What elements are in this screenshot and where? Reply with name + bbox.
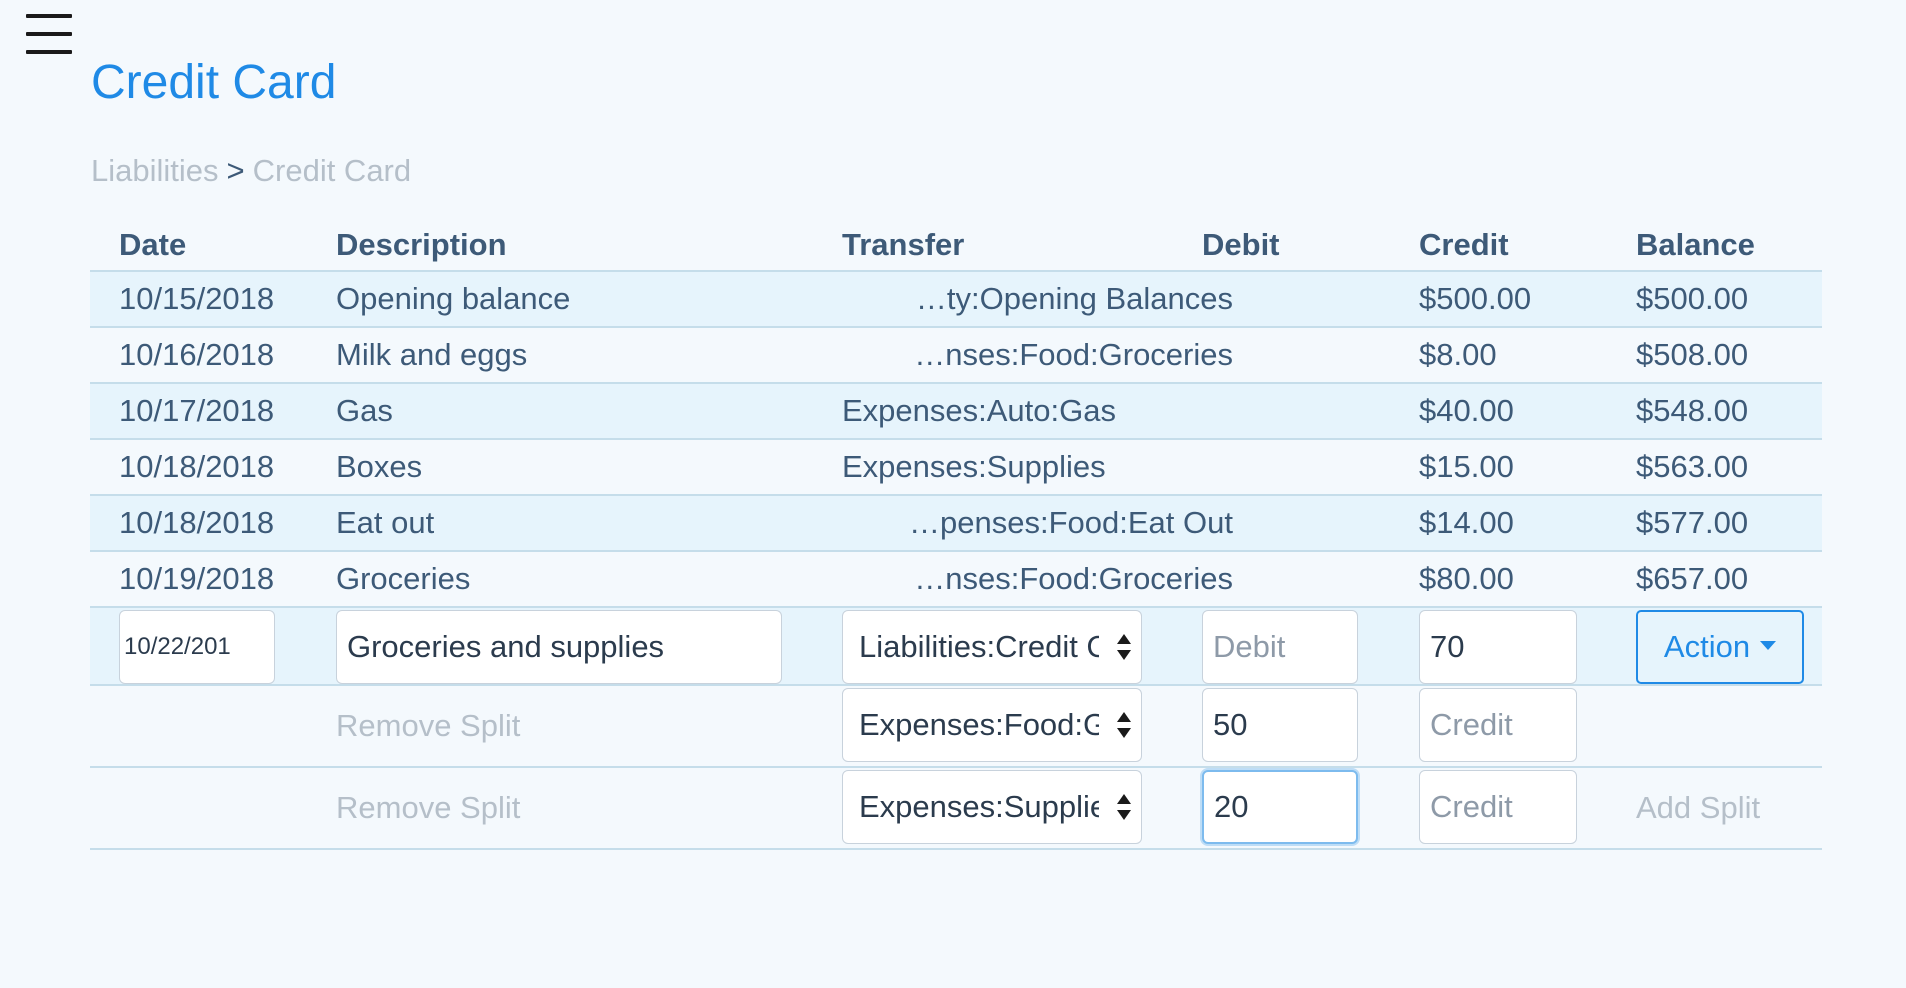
row-balance: $548.00 (1636, 393, 1749, 428)
split-debit-input[interactable] (1202, 688, 1358, 762)
column-header-transfer: Transfer (842, 227, 965, 262)
row-credit: $14.00 (1419, 505, 1514, 540)
row-transfer: …nses:Food:Groceries (914, 561, 1233, 596)
row-balance: $500.00 (1636, 281, 1749, 316)
action-dropdown-button[interactable]: Action (1636, 610, 1804, 684)
breadcrumb: Liabilities > Credit Card (91, 153, 411, 189)
description-input[interactable] (336, 610, 782, 684)
split-debit-input[interactable] (1202, 770, 1358, 844)
table-row[interactable]: 10/19/2018 Groceries …nses:Food:Grocerie… (90, 552, 1822, 608)
row-description: Boxes (336, 449, 423, 484)
row-debit (1202, 496, 1402, 550)
split-transfer-select-value: Expenses:Food:Gr (859, 707, 1099, 742)
breadcrumb-current: Credit Card (252, 153, 412, 188)
table-header-row: Date Description Transfer Debit Credit B… (90, 220, 1822, 272)
page-title: Credit Card (91, 56, 337, 109)
select-arrows-icon (1117, 794, 1131, 820)
column-header-description: Description (336, 227, 507, 262)
row-transfer: …penses:Food:Eat Out (909, 505, 1233, 540)
add-split-link[interactable]: Add Split (1636, 790, 1761, 825)
split-transfer-select[interactable]: Expenses:Food:Gr (842, 688, 1142, 762)
menu-bar (26, 50, 72, 54)
row-balance: $563.00 (1636, 449, 1749, 484)
row-description: Eat out (336, 505, 435, 540)
select-arrows-icon (1117, 712, 1131, 738)
table-row[interactable]: 10/15/2018 Opening balance …ty:Opening B… (90, 272, 1822, 328)
remove-split-link[interactable]: Remove Split (336, 790, 521, 825)
row-description: Opening balance (336, 281, 571, 316)
transfer-select-value: Liabilities:Credit C (859, 629, 1099, 664)
row-transfer: …ty:Opening Balances (915, 281, 1233, 316)
table-row[interactable]: 10/18/2018 Boxes Expenses:Supplies $15.0… (90, 440, 1822, 496)
split-transfer-select[interactable]: Expenses:Supplie (842, 770, 1142, 844)
row-balance: $577.00 (1636, 505, 1749, 540)
column-header-credit: Credit (1419, 227, 1509, 262)
row-transfer: Expenses:Auto:Gas (842, 393, 1116, 428)
column-header-balance: Balance (1636, 227, 1755, 262)
hamburger-menu-icon[interactable] (24, 14, 74, 54)
date-input[interactable] (119, 610, 275, 684)
table-row[interactable]: 10/18/2018 Eat out …penses:Food:Eat Out … (90, 496, 1822, 552)
row-date: 10/19/2018 (119, 561, 275, 596)
split-row: Remove Split Expenses:Food:Gr (90, 686, 1822, 768)
split-credit-input[interactable] (1419, 688, 1577, 762)
row-debit (1202, 552, 1402, 606)
split-credit-input[interactable] (1419, 770, 1577, 844)
menu-bar (26, 32, 72, 36)
column-header-debit: Debit (1202, 227, 1280, 262)
row-balance: $657.00 (1636, 561, 1749, 596)
row-debit (1202, 384, 1402, 438)
breadcrumb-parent[interactable]: Liabilities (91, 153, 219, 188)
row-debit (1202, 440, 1402, 494)
transfer-select[interactable]: Liabilities:Credit C (842, 610, 1142, 684)
row-date: 10/17/2018 (119, 393, 275, 428)
row-debit (1202, 328, 1402, 382)
row-transfer: Expenses:Supplies (842, 449, 1106, 484)
row-transfer: …nses:Food:Groceries (914, 337, 1233, 372)
menu-bar (26, 14, 72, 18)
remove-split-link[interactable]: Remove Split (336, 708, 521, 743)
row-description: Milk and eggs (336, 337, 528, 372)
caret-down-icon (1760, 640, 1777, 650)
edit-transaction-row: Liabilities:Credit C Action (90, 608, 1822, 686)
row-credit: $8.00 (1419, 337, 1497, 372)
row-description: Groceries (336, 561, 471, 596)
row-date: 10/16/2018 (119, 337, 275, 372)
credit-input[interactable] (1419, 610, 1577, 684)
row-balance: $508.00 (1636, 337, 1749, 372)
row-date: 10/18/2018 (119, 505, 275, 540)
select-arrows-icon (1117, 634, 1131, 660)
row-debit (1202, 272, 1402, 326)
row-credit: $80.00 (1419, 561, 1514, 596)
split-row: Remove Split Expenses:Supplie Add Split (90, 768, 1822, 850)
row-credit: $500.00 (1419, 281, 1532, 316)
row-credit: $15.00 (1419, 449, 1514, 484)
breadcrumb-separator: > (226, 153, 245, 188)
split-transfer-select-value: Expenses:Supplie (859, 789, 1099, 824)
row-description: Gas (336, 393, 393, 428)
table-row[interactable]: 10/17/2018 Gas Expenses:Auto:Gas $40.00 … (90, 384, 1822, 440)
row-date: 10/15/2018 (119, 281, 275, 316)
column-header-date: Date (119, 227, 187, 262)
row-credit: $40.00 (1419, 393, 1514, 428)
ledger-table: Date Description Transfer Debit Credit B… (90, 220, 1822, 850)
action-button-label: Action (1663, 629, 1751, 664)
debit-input[interactable] (1202, 610, 1358, 684)
row-date: 10/18/2018 (119, 449, 275, 484)
table-row[interactable]: 10/16/2018 Milk and eggs …nses:Food:Groc… (90, 328, 1822, 384)
